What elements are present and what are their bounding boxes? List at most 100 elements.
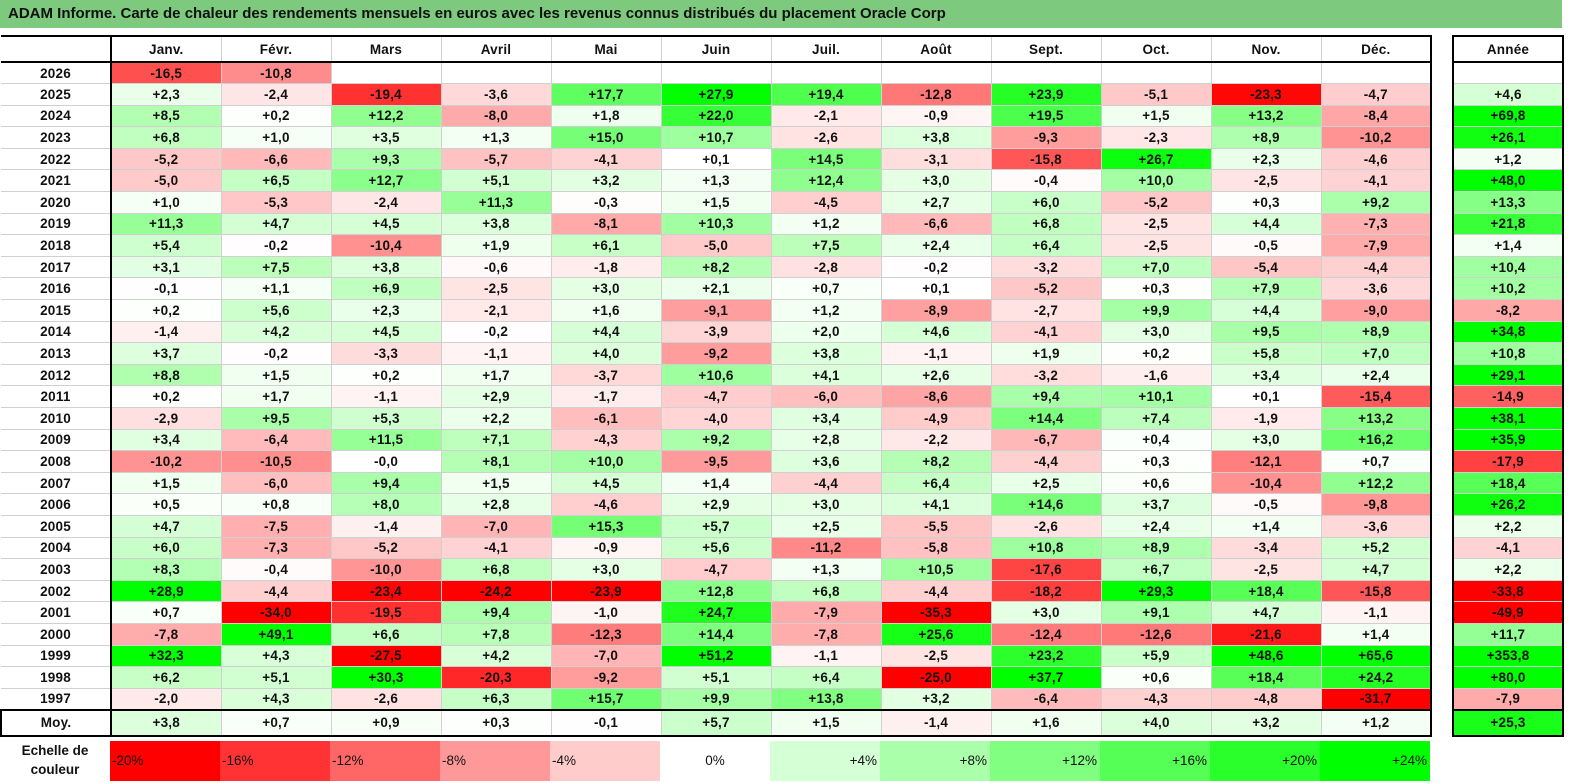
heatmap-cell: +7,0: [1321, 342, 1432, 365]
heatmap-cell: -5,0: [661, 234, 772, 257]
heatmap-cell: -2,4: [221, 83, 332, 106]
heatmap-cell: +8,5: [110, 105, 222, 128]
year-label: 2025: [1, 83, 112, 106]
year-label: 2002: [1, 580, 112, 603]
heatmap-cell: -35,3: [881, 601, 992, 624]
heatmap-cell: -10,2: [110, 450, 222, 473]
color-scale-step: -16%: [220, 741, 330, 781]
heatmap-cell: -2,0: [110, 688, 222, 711]
table-row: 2008 -10,2 -10,5 -0,0 +8,1 +10,0 -9,5 +3,6 +8,2-…: [1, 450, 1564, 473]
heatmap-cell: +2,2: [441, 407, 552, 430]
heatmap-cell: +1,5: [110, 472, 222, 495]
heatmap-cell: -12,8: [881, 83, 992, 106]
heatmap-cell: -24,2: [441, 580, 552, 603]
heatmap-cell: +3,8: [881, 126, 992, 149]
heatmap-cell: -4,7: [661, 558, 772, 581]
heatmap-cell: +6,8: [991, 213, 1102, 236]
heatmap-cell: +3,0: [991, 601, 1102, 624]
heatmap-cell: +7,5: [771, 234, 882, 257]
heatmap-cell: +37,7: [991, 666, 1102, 689]
annual-cell: -33,8: [1452, 580, 1564, 603]
heatmap-cell: +18,4: [1211, 666, 1322, 689]
annual-cell: +26,2: [1452, 493, 1564, 516]
heatmap-cell: [771, 62, 882, 85]
heatmap-cell: -2,5: [1101, 213, 1212, 236]
heatmap-cell: -6,0: [221, 472, 332, 495]
heatmap-cell: -5,2: [110, 148, 222, 171]
annual-header: Année: [1452, 35, 1564, 63]
heatmap-cell: -23,4: [331, 580, 442, 603]
table-row: 2003 +8,3 -0,4 -10,0 +6,8 +3,0 -4,7 +1,3 +10,5 -1…: [1, 558, 1564, 581]
heatmap-cell: +4,4: [1211, 299, 1322, 322]
heatmap-cell: +6,8: [771, 580, 882, 603]
color-scale-step: -4%: [550, 741, 660, 781]
color-scale-step: -8%: [440, 741, 550, 781]
year-label: 2019: [1, 213, 112, 236]
heatmap-cell: +1,9: [991, 342, 1102, 365]
annual-cell: [1452, 62, 1564, 85]
year-label: 2008: [1, 450, 112, 473]
heatmap-cell: -5,5: [881, 515, 992, 538]
heatmap-cell: -2,8: [771, 256, 882, 279]
heatmap-cell: -4,1: [441, 537, 552, 560]
heatmap-cell: +7,8: [441, 623, 552, 646]
heatmap-cell: +1,0: [221, 126, 332, 149]
color-scale: Echelle de couleur -20% -16% -12% -8% -4% 0% +…: [0, 737, 1430, 783]
heatmap-cell: -12,6: [1101, 623, 1212, 646]
heatmap-cell: +4,7: [1321, 558, 1432, 581]
heatmap-cell: -6,1: [551, 407, 662, 430]
heatmap-cell: +13,2: [1321, 407, 1432, 430]
heatmap-cell: +4,5: [331, 213, 442, 236]
table-row: 2023 +6,8 +1,0 +3,5 +1,3 +15,0 +10,7 -2,6 +3,8 -9…: [1, 126, 1564, 149]
heatmap-cell: -4,1: [991, 321, 1102, 344]
month-header: Sept.: [991, 35, 1102, 63]
annual-cell: +13,3: [1452, 191, 1564, 214]
heatmap-cell: +4,2: [441, 645, 552, 668]
column-gap: [1431, 169, 1453, 192]
heatmap-cell: +1,3: [661, 169, 772, 193]
annual-cell: +1,4: [1452, 234, 1564, 257]
month-header: Nov.: [1211, 35, 1322, 63]
year-label: 2012: [1, 364, 112, 387]
heatmap-cell: -9,0: [1321, 299, 1432, 322]
month-header: Août: [881, 35, 992, 63]
annual-cell: +353,8: [1452, 645, 1564, 668]
year-label: 2021: [1, 169, 112, 193]
table-row: 2017 +3,1 +7,5 +3,8 -0,6 -1,8 +8,2 -2,8 -0,2 -3,2…: [1, 256, 1564, 279]
color-scale-step: +16%: [1100, 741, 1210, 781]
annual-cell: +2,2: [1452, 515, 1564, 538]
heatmap-cell: -4,1: [1321, 169, 1432, 193]
annual-cell: +26,1: [1452, 126, 1564, 149]
average-cell: +5,7: [661, 708, 772, 737]
annual-cell: +1,2: [1452, 148, 1564, 171]
month-header: Avril: [441, 35, 552, 63]
heatmap-cell: +24,7: [661, 601, 772, 624]
heatmap-cell: -0,1: [110, 277, 222, 301]
heatmap-cell: +2,3: [331, 299, 442, 322]
heatmap-cell: +2,5: [771, 515, 882, 538]
heatmap-cell: +3,8: [331, 256, 442, 279]
year-label: 2016: [1, 277, 112, 301]
heatmap-cell: +8,8: [110, 364, 222, 387]
heatmap-cell: -31,7: [1321, 688, 1432, 711]
heatmap-cell: +4,4: [551, 321, 662, 344]
heatmap-cell: +9,4: [991, 385, 1102, 408]
heatmap-cell: +4,5: [331, 321, 442, 344]
heatmap-cell: +1,8: [551, 105, 662, 128]
table-row: 2022 -5,2 -6,6 +9,3 -5,7 -4,1 +0,1 +14,5 -3,1 -15…: [1, 148, 1564, 171]
average-cell: -0,1: [551, 708, 662, 737]
heatmap-cell: -19,5: [331, 601, 442, 624]
heatmap-cell: -2,6: [771, 126, 882, 149]
table-row: 2007 +1,5 -6,0 +9,4 +1,5 +4,5 +1,4 -4,4 +6,4 +2,5…: [1, 472, 1564, 495]
heatmap-cell: +12,7: [331, 169, 442, 193]
annual-cell: +10,2: [1452, 277, 1564, 301]
heatmap-cell: +3,4: [110, 429, 222, 452]
heatmap-cell: +3,6: [771, 450, 882, 473]
heatmap-cell: +7,9: [1211, 277, 1322, 301]
column-gap: [1431, 493, 1453, 516]
heatmap-cell: -4,4: [771, 472, 882, 495]
heatmap-cell: +4,7: [221, 213, 332, 236]
year-label: 2010: [1, 407, 112, 430]
annual-cell: +29,1: [1452, 364, 1564, 387]
heatmap-cell: +26,7: [1101, 148, 1212, 171]
